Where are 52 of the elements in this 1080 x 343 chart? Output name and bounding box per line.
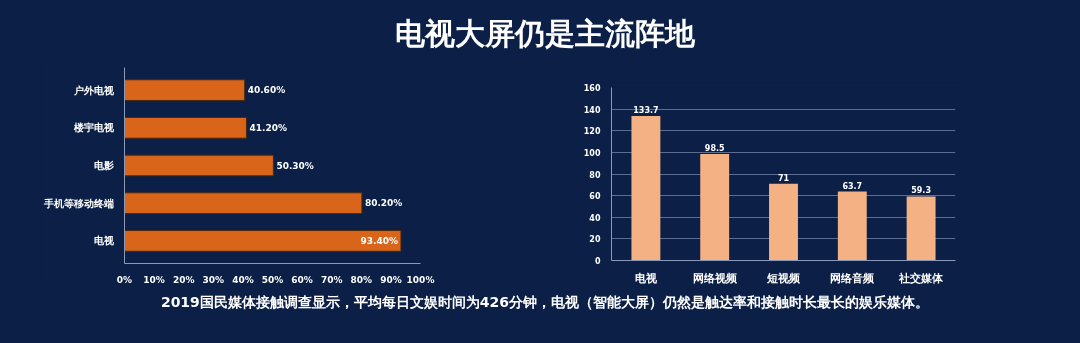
x-tick-label: 电视 <box>634 271 658 285</box>
y-tick-label: 60 <box>589 192 601 202</box>
y-tick-label: 100 <box>583 148 601 158</box>
x-tick-label: 20% <box>172 274 195 285</box>
data-label: 71 <box>777 173 790 183</box>
data-label: 93.40% <box>360 235 398 246</box>
x-tick-label: 50% <box>261 274 284 285</box>
x-tick-label: 40% <box>232 274 254 285</box>
data-label: 59.3 <box>911 186 931 196</box>
y-tick-label: 20 <box>589 235 601 245</box>
bar <box>837 191 867 261</box>
data-label: 133.7 <box>633 105 659 115</box>
y-tick-label: 0 <box>594 257 601 266</box>
x-tick-label: 90% <box>380 274 402 285</box>
data-label: 50.30% <box>276 160 314 171</box>
y-tick-label: 40 <box>589 213 601 223</box>
x-tick-label: 100% <box>406 274 435 285</box>
x-tick-label: 短视频 <box>766 271 801 285</box>
bar <box>906 196 936 261</box>
x-tick-label: 60% <box>291 274 313 285</box>
y-tick-label: 电视 <box>93 235 115 247</box>
y-tick-label: 80 <box>589 170 601 180</box>
bar <box>769 183 798 261</box>
bar <box>124 230 402 252</box>
x-tick-label: 10% <box>143 274 165 285</box>
x-tick-label: 网络音频 <box>830 271 876 285</box>
bar <box>124 154 274 177</box>
y-tick-label: 户外电视 <box>72 84 115 96</box>
x-tick-label: 30% <box>202 274 225 285</box>
bar <box>124 79 246 101</box>
x-tick-label: 社交媒体 <box>898 271 945 285</box>
y-tick-label: 楼宇电视 <box>72 122 115 134</box>
y-tick-label: 160 <box>583 84 601 93</box>
y-tick-label: 140 <box>583 105 601 115</box>
data-label: 63.7 <box>842 181 863 191</box>
bar <box>700 154 730 261</box>
y-tick-label: 手机等移动终端 <box>42 197 114 209</box>
bar <box>124 192 363 215</box>
y-tick-label: 120 <box>583 127 601 137</box>
text: 电视大屏仍是主流阵地 <box>395 15 695 53</box>
bar <box>631 115 661 261</box>
bar <box>124 116 247 139</box>
data-label: 80.20% <box>364 198 403 209</box>
x-tick-label: 70% <box>320 274 343 285</box>
data-label: 98.5 <box>704 144 725 153</box>
data-label: 40.60% <box>247 85 286 96</box>
x-tick-label: 80% <box>350 274 373 285</box>
x-tick-label: 网络视频 <box>692 271 738 285</box>
y-tick-label: 电影 <box>93 160 114 171</box>
x-tick-label: 0% <box>116 274 133 285</box>
data-label: 41.20% <box>249 122 287 133</box>
text: 2019国民媒体接触调查显示，平均每日文娱时间为426分钟，电视（智能大屏）仍然是触达率和接触时长最长的娱乐媒体。 <box>160 293 930 312</box>
